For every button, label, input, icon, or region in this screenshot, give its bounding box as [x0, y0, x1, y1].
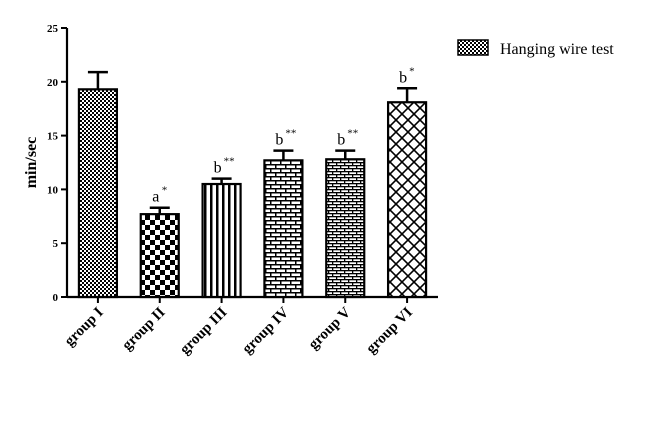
bar-group-ii: [139, 213, 180, 299]
bar-group-v: [325, 158, 366, 299]
x-tick-label: group I: [62, 304, 107, 349]
significance-stars: **: [347, 128, 358, 140]
x-tick-label: group II: [119, 304, 168, 353]
significance-stars: **: [285, 128, 296, 140]
y-tick-label: 0: [53, 292, 59, 304]
legend-swatch: [457, 39, 489, 56]
significance-stars: *: [409, 65, 415, 77]
y-tick-label: 5: [53, 238, 59, 250]
significance-label: a: [152, 189, 159, 206]
y-tick-label: 10: [47, 184, 59, 196]
y-tick-label: 25: [47, 23, 59, 35]
y-tick-label: 20: [47, 77, 59, 89]
axes: [65, 28, 438, 299]
significance-label: b: [337, 132, 345, 149]
x-tick-label: group IV: [240, 304, 293, 357]
x-tick-label: group VI: [363, 304, 416, 357]
significance-stars: **: [224, 156, 235, 168]
bar-group-iv: [263, 159, 304, 299]
x-tick-label: group V: [306, 304, 354, 352]
x-tick-label: group III: [177, 304, 230, 357]
bar-group-vi: [386, 101, 428, 299]
bars: a *b **b ** b **b *: [77, 65, 428, 303]
significance-label: b: [275, 132, 283, 149]
y-ticks: 0 5 10 15 20 25: [47, 23, 67, 304]
y-axis-title: min/sec: [23, 137, 40, 189]
legend: Hanging wire test: [457, 39, 614, 58]
significance-label: b: [214, 160, 222, 177]
bar-group-i: [77, 88, 119, 299]
bar-group-iii: [201, 182, 242, 299]
significance-stars: *: [162, 185, 168, 197]
legend-label: Hanging wire test: [500, 41, 614, 58]
y-tick-label: 15: [47, 131, 59, 143]
significance-label: b: [399, 69, 407, 86]
